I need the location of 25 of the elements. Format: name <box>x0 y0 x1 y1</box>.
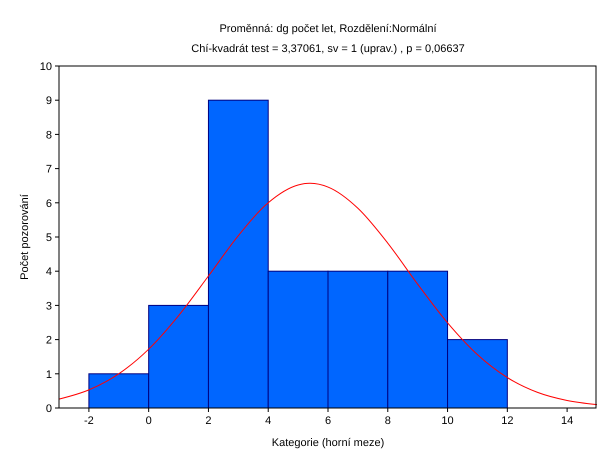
x-tick-label: 8 <box>384 415 391 427</box>
y-tick-label: 0 <box>46 403 52 415</box>
x-tick-label: 4 <box>265 415 272 427</box>
x-tick-label: 0 <box>146 415 152 427</box>
x-tick-label: 10 <box>441 415 454 427</box>
x-tick-label: 2 <box>205 415 212 427</box>
y-tick-label: 1 <box>46 368 52 381</box>
chart-subtitle: Chí-kvadrát test = 3,37061, sv = 1 (uprav.) , p = 0,06637 <box>191 43 465 55</box>
y-tick-label: 4 <box>46 266 52 278</box>
y-tick-label: 6 <box>46 198 52 210</box>
x-tick-label: 12 <box>501 415 514 427</box>
y-tick-label: 7 <box>46 164 52 176</box>
y-axis-title: Počet pozorování <box>19 193 31 280</box>
y-tick-label: 5 <box>46 232 52 244</box>
chart-title: Proměnná: dg počet let, Rozdělení:Normální <box>219 23 438 35</box>
line-series <box>58 182 598 406</box>
y-tick-label: 2 <box>46 334 52 347</box>
x-tick-label: 14 <box>560 415 574 427</box>
x-tick-label: -2 <box>84 415 94 427</box>
y-tick-label: 9 <box>46 95 52 108</box>
x-axis-title: Kategorie (horní meze) <box>272 437 384 449</box>
y-tick-label: 10 <box>40 61 52 73</box>
y-tick-label: 8 <box>46 129 52 142</box>
x-tick-label: 6 <box>324 415 332 427</box>
y-tick-label: 3 <box>46 300 52 312</box>
